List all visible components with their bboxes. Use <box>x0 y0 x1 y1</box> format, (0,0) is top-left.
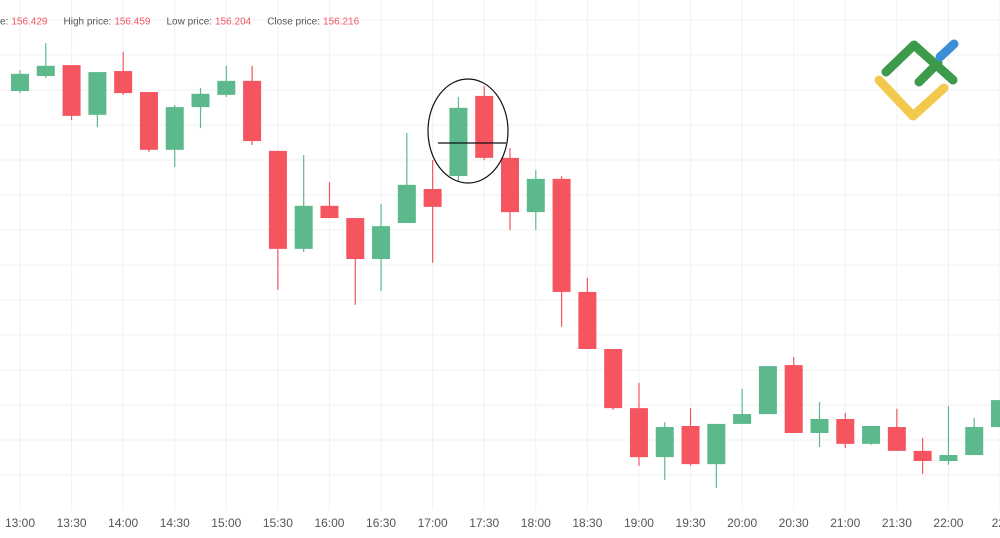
info-value: 156.216 <box>323 17 360 28</box>
candle-body <box>165 107 184 150</box>
header: e: 156.429 High price: 156.459 Low price: 156… <box>0 17 360 28</box>
annotation-circle <box>427 78 509 184</box>
candle-body <box>733 414 752 424</box>
candle-body <box>965 427 984 456</box>
candles <box>11 43 1000 488</box>
x-tick-label: 16:00 <box>314 516 344 530</box>
candle-body <box>243 80 262 142</box>
candle-body <box>62 65 81 116</box>
x-tick-label: 22: <box>992 516 1000 530</box>
candle-body <box>991 400 1000 428</box>
candle-body <box>268 150 287 249</box>
x-tick-label: 21:00 <box>830 516 860 530</box>
candle-body <box>114 71 133 94</box>
x-tick-label: 21:30 <box>882 516 912 530</box>
candle-body <box>475 95 494 158</box>
info-label: High price: <box>64 17 112 28</box>
candle-body <box>191 93 210 108</box>
x-tick-label: 13:30 <box>57 516 87 530</box>
x-tick-label: 19:00 <box>624 516 654 530</box>
grid <box>0 0 1000 510</box>
x-tick-label: 13:00 <box>5 516 35 530</box>
x-tick-label: 20:00 <box>727 516 757 530</box>
candle-body <box>139 92 158 150</box>
x-tick-label: 16:30 <box>366 516 396 530</box>
candle-body <box>552 178 571 292</box>
candle-body <box>707 423 726 465</box>
candle-body <box>784 365 803 433</box>
candle-body <box>397 184 416 223</box>
candle-body <box>810 418 829 433</box>
candle-body <box>36 65 55 76</box>
x-tick-label: 18:30 <box>572 516 602 530</box>
logo-part <box>935 39 959 62</box>
logo-part <box>881 40 958 85</box>
candle-body <box>346 218 365 260</box>
logo-part <box>914 58 943 87</box>
x-tick-label: 22:00 <box>933 516 963 530</box>
logo-part <box>874 75 949 121</box>
candle-body <box>217 80 236 95</box>
candle-body <box>423 189 442 207</box>
info-label: Low price: <box>166 17 212 28</box>
candle-body <box>88 72 107 115</box>
logo <box>874 39 959 121</box>
info-label: Close price: <box>267 17 320 28</box>
candle-body <box>526 178 545 213</box>
candle-body <box>294 205 313 249</box>
candle-body <box>449 107 468 177</box>
x-tick-label: 17:00 <box>418 516 448 530</box>
info-value: 156.204 <box>215 17 252 28</box>
x-tick-label: 14:00 <box>108 516 138 530</box>
candle-body <box>320 205 339 219</box>
x-tick-label: 17:30 <box>469 516 499 530</box>
x-axis: 13:00 13:30 14:00 14:30 15:00 15:30 16:00 16:30… <box>5 516 1000 530</box>
info-value: 156.429 <box>11 17 48 28</box>
candle-body <box>939 455 958 461</box>
candle-body <box>629 408 648 458</box>
candle-body <box>887 427 906 451</box>
x-tick-label: 19:30 <box>676 516 706 530</box>
x-tick-label: 15:00 <box>211 516 241 530</box>
candle-body <box>862 425 881 444</box>
candle-body <box>11 73 29 92</box>
candle-body <box>681 425 700 465</box>
candle-body <box>372 226 391 260</box>
candle-body <box>913 450 932 461</box>
x-tick-label: 14:30 <box>160 516 190 530</box>
info-label: e: <box>0 17 8 28</box>
candle-body <box>836 418 855 444</box>
x-tick-label: 18:00 <box>521 516 551 530</box>
candle-body <box>501 157 520 213</box>
x-tick-label: 15:30 <box>263 516 293 530</box>
info-value: 156.459 <box>114 17 151 28</box>
candle-body <box>758 366 777 415</box>
candle-body <box>604 348 623 409</box>
candle-body <box>578 291 597 349</box>
candle-body <box>655 427 674 458</box>
x-tick-label: 20:30 <box>779 516 809 530</box>
